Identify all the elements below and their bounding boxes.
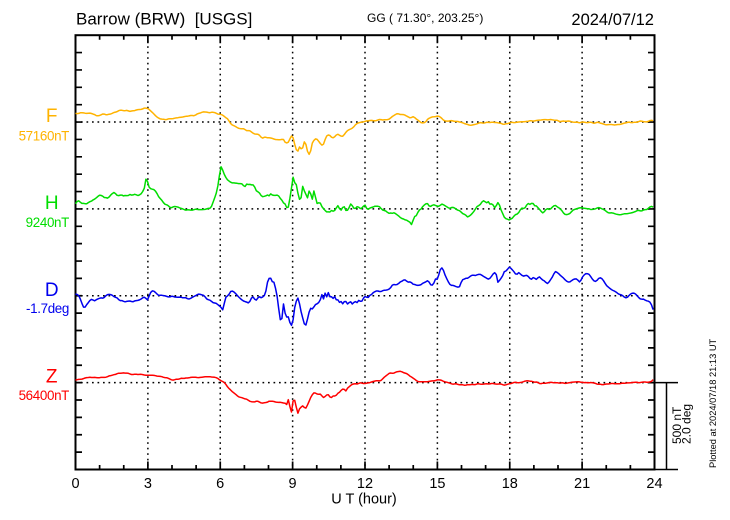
svg-text:Z: Z [46,367,58,388]
svg-text:2.0 deg: 2.0 deg [680,404,694,444]
svg-text:2024/07/12: 2024/07/12 [571,11,654,29]
svg-text:-1.7deg: -1.7deg [26,301,69,316]
svg-text:18: 18 [502,476,518,492]
svg-text:Barrow (BRW) [USGS]: Barrow (BRW) [USGS] [76,10,252,29]
svg-text:H: H [45,193,59,214]
svg-text:3: 3 [144,476,152,492]
svg-text:Plotted at 2024/07/18 21:13 UT: Plotted at 2024/07/18 21:13 UT [708,338,718,468]
svg-text:F: F [46,106,58,127]
svg-text:15: 15 [429,476,445,492]
svg-text:0: 0 [71,476,79,492]
svg-text:GG ( 71.30°, 203.25°): GG ( 71.30°, 203.25°) [367,11,483,25]
svg-text:21: 21 [574,476,590,492]
svg-text:U T (hour): U T (hour) [331,492,397,508]
svg-text:56400nT: 56400nT [19,388,70,403]
svg-text:9240nT: 9240nT [26,215,69,230]
svg-text:12: 12 [357,476,373,492]
svg-text:D: D [45,280,59,301]
svg-text:9: 9 [289,476,297,492]
svg-text:24: 24 [646,476,662,492]
svg-text:6: 6 [216,476,224,492]
svg-text:57160nT: 57160nT [19,128,70,143]
svg-text:500 nT: 500 nT [670,406,684,444]
